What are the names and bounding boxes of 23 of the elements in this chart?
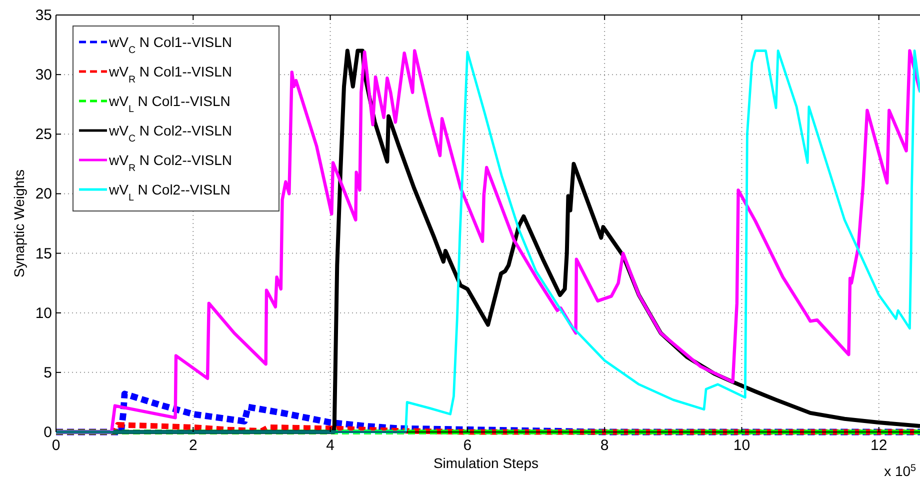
x-tick-label: 10: [733, 437, 750, 454]
y-tick-label: 30: [35, 66, 52, 84]
y-tick-label: 10: [35, 304, 52, 322]
y-tick-label: 25: [35, 126, 52, 144]
y-tick-label: 5: [44, 364, 52, 382]
x-tick-label: 8: [600, 437, 609, 454]
y-tick-label: 35: [35, 7, 52, 24]
y-tick-label: 0: [44, 424, 52, 441]
y-tick-label: 20: [35, 186, 52, 203]
y-axis-title: Synaptic Weights: [11, 170, 27, 278]
legend-label: wV$_{L}$ N Col1--VISLN: [108, 93, 230, 114]
legend-label: wV$_{R}$ N Col1--VISLN: [108, 64, 232, 85]
x-axis-title: Simulation Steps: [433, 455, 539, 471]
legend-label: wV$_{R}$ N Col2--VISLN: [108, 152, 232, 174]
x-tick-label: 2: [188, 437, 198, 454]
x-tick-label: 6: [463, 437, 472, 454]
legend-label: wV$_{L}$ N Col2--VISLN: [108, 182, 230, 203]
y-tick-label: 15: [35, 245, 52, 262]
x-tick-label: 4: [326, 437, 334, 454]
legend-label: wV$_{C}$ N Col1--VISLN: [108, 34, 232, 56]
text: x 10$^{5}$: [884, 462, 917, 479]
x-tick-label: 12: [870, 437, 888, 454]
legend-label: wV$_{C}$ N Col2--VISLN: [108, 122, 232, 144]
